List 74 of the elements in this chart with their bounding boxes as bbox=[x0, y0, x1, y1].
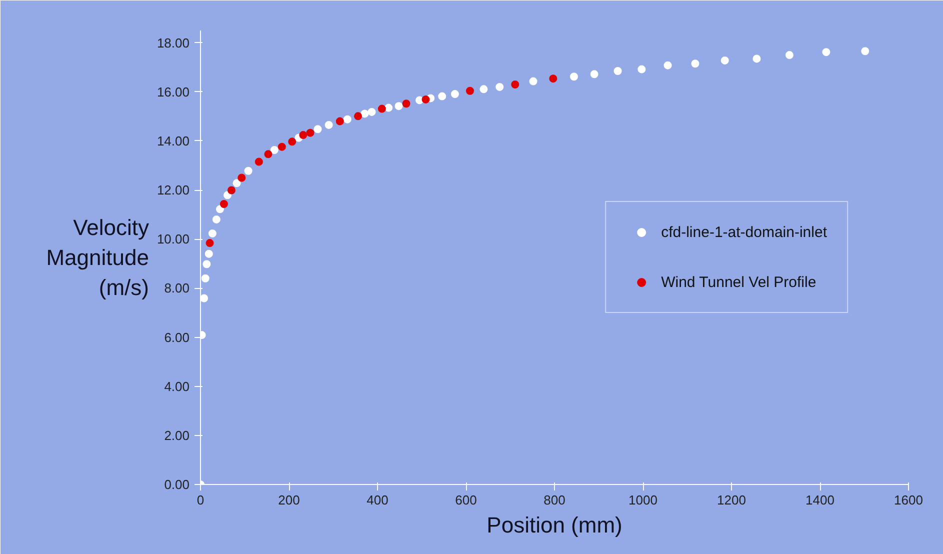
point bbox=[861, 47, 870, 56]
x-tick-label: 400 bbox=[366, 492, 388, 508]
point bbox=[227, 186, 236, 194]
y-tick-label: 18.00 bbox=[156, 35, 190, 50]
point bbox=[438, 92, 446, 100]
point bbox=[822, 48, 830, 56]
point bbox=[220, 200, 228, 208]
point bbox=[306, 128, 314, 137]
y-tick-label: 8.00 bbox=[164, 280, 190, 296]
point bbox=[314, 125, 322, 134]
point bbox=[206, 239, 214, 248]
x-axis-title: Position (mm) bbox=[486, 512, 622, 538]
x-tick-label: 1000 bbox=[628, 492, 658, 508]
point bbox=[299, 131, 308, 140]
point bbox=[480, 85, 488, 94]
point bbox=[590, 70, 598, 78]
y-tick-label: 10.00 bbox=[156, 232, 190, 247]
y-axis-title: Velocity Magnitude (m/s) bbox=[46, 215, 149, 300]
point bbox=[529, 77, 538, 86]
point bbox=[368, 108, 376, 116]
point bbox=[288, 138, 296, 146]
legend-label: Wind Tunnel Vel Profile bbox=[661, 274, 816, 290]
point bbox=[752, 54, 761, 63]
point bbox=[238, 174, 246, 182]
y-tick-label: 14.00 bbox=[156, 133, 190, 148]
point bbox=[638, 65, 646, 74]
point bbox=[394, 102, 403, 110]
point bbox=[216, 205, 224, 214]
point bbox=[336, 117, 344, 126]
point bbox=[450, 90, 459, 98]
x-tick-label: 1400 bbox=[806, 492, 834, 508]
point bbox=[254, 158, 263, 166]
y-tick-label: 0.00 bbox=[164, 477, 190, 492]
point bbox=[212, 215, 220, 224]
point bbox=[496, 82, 504, 91]
point bbox=[402, 100, 410, 108]
x-tick-label: 1200 bbox=[717, 492, 746, 508]
point bbox=[264, 150, 272, 158]
y-tick-label: 2.00 bbox=[164, 428, 190, 443]
point bbox=[278, 142, 286, 151]
point bbox=[720, 56, 729, 64]
point bbox=[511, 80, 520, 88]
x-tick-label: 600 bbox=[455, 492, 477, 508]
legend-label: cfd-line-1-at-domain-inlet bbox=[661, 224, 827, 240]
point bbox=[549, 74, 558, 83]
point bbox=[384, 104, 393, 112]
y-tick-label: 4.00 bbox=[164, 378, 190, 394]
point bbox=[354, 112, 362, 120]
y-tick-label: 6.00 bbox=[164, 330, 190, 345]
point bbox=[270, 146, 278, 154]
point bbox=[614, 67, 622, 75]
x-tick-label: 800 bbox=[544, 492, 566, 508]
point bbox=[200, 294, 208, 302]
point bbox=[378, 104, 386, 113]
point bbox=[208, 229, 216, 238]
x-tick-label: 0 bbox=[196, 492, 204, 508]
point bbox=[343, 115, 352, 124]
point bbox=[202, 260, 211, 268]
point bbox=[466, 86, 474, 95]
point bbox=[360, 110, 369, 118]
point bbox=[232, 179, 241, 188]
point bbox=[664, 61, 672, 70]
x-tick-label: 1600 bbox=[894, 492, 923, 508]
y-tick-label: 16.00 bbox=[156, 84, 190, 100]
point bbox=[422, 95, 430, 104]
point bbox=[570, 72, 578, 81]
point bbox=[201, 274, 210, 282]
point bbox=[204, 250, 213, 258]
point bbox=[691, 60, 700, 68]
x-tick-label: 200 bbox=[278, 492, 300, 508]
point bbox=[324, 120, 333, 129]
point bbox=[785, 51, 794, 60]
y-tick-label: 12.00 bbox=[156, 182, 190, 198]
point bbox=[244, 166, 252, 175]
